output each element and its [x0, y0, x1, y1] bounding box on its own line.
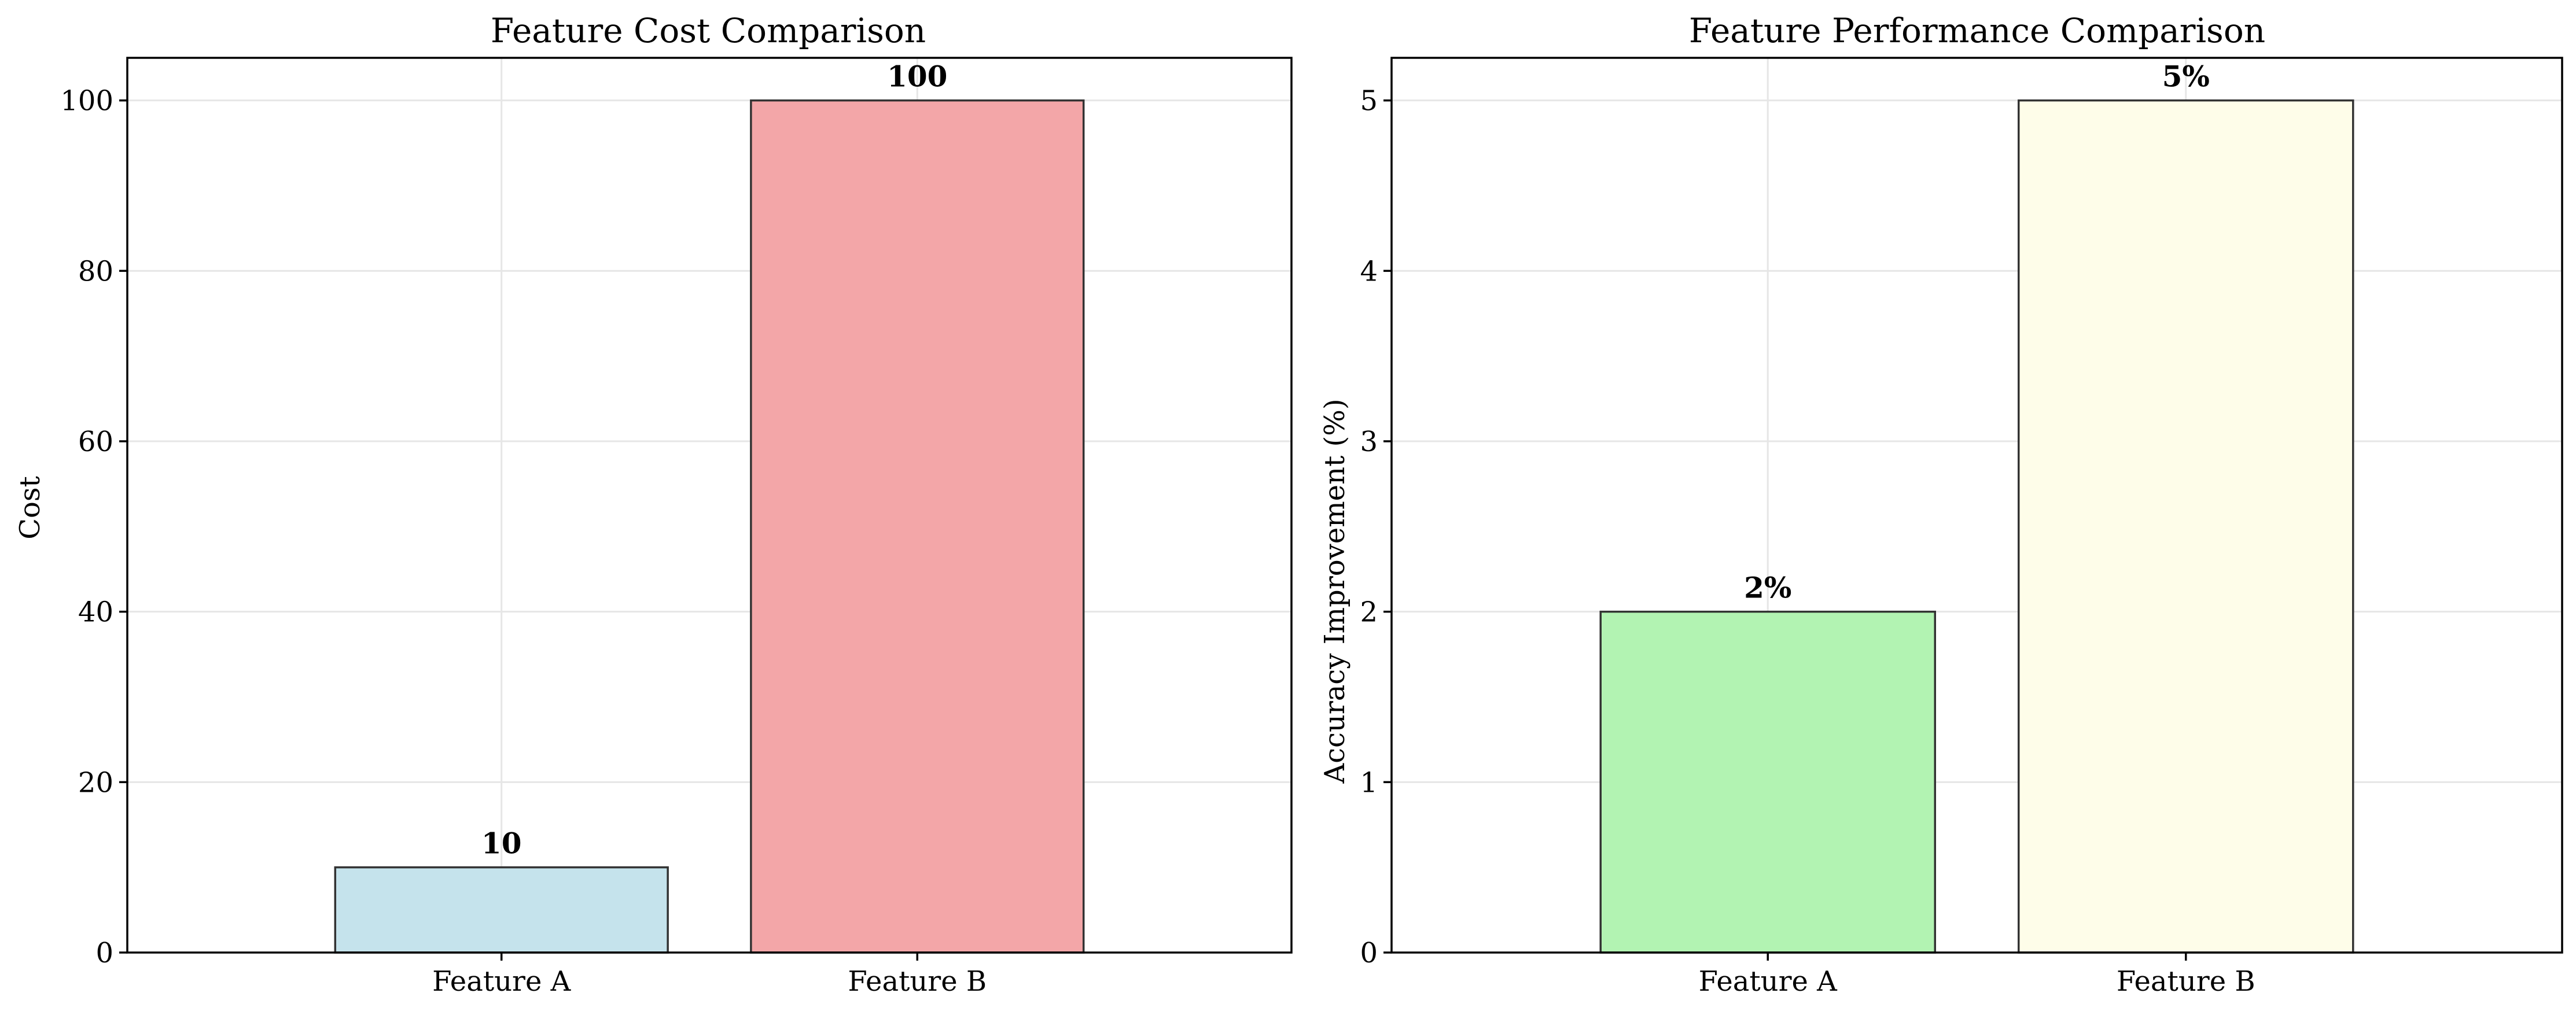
cost-ytick-label: 60 — [78, 426, 113, 458]
cost-bar-2 — [750, 99, 1085, 954]
cost-axes-frame — [126, 57, 1293, 954]
cost-bar-1 — [334, 866, 669, 954]
cost-chart: Feature Cost Comparison Cost 10 100 0 20 40 6… — [14, 11, 1293, 998]
performance-chart-ylabel: Accuracy Improvement (%) — [1319, 398, 1351, 784]
cost-xtick-label: Feature B — [848, 965, 987, 998]
cost-xtick-label: Feature A — [432, 965, 572, 998]
performance-bar-value-label: 2% — [1744, 571, 1791, 605]
cost-ytick-label: 100 — [60, 85, 113, 117]
performance-grid — [1392, 58, 2562, 954]
performance-chart-title: Feature Performance Comparison — [1689, 11, 2265, 50]
performance-bar-value-label: 5% — [2162, 60, 2210, 94]
performance-ytick-label: 5 — [1360, 85, 1378, 117]
cost-ytick-label: 0 — [95, 937, 113, 969]
cost-bar-value-label: 10 — [481, 826, 522, 861]
performance-ytick-label: 1 — [1360, 766, 1378, 799]
performance-bar-2 — [2018, 99, 2354, 954]
cost-ytick-label: 40 — [78, 596, 113, 629]
cost-grid — [127, 58, 1291, 954]
performance-chart: Feature Performance Comparison Accuracy … — [1319, 11, 2563, 998]
performance-ytick-label: 2 — [1360, 596, 1378, 629]
performance-ytick-label: 4 — [1360, 255, 1378, 287]
performance-ytick-label: 0 — [1360, 937, 1378, 969]
cost-chart-title: Feature Cost Comparison — [491, 11, 926, 50]
cost-chart-ylabel: Cost — [14, 476, 46, 540]
cost-ytick-label: 80 — [78, 255, 113, 287]
performance-xtick-label: Feature A — [1699, 965, 1838, 998]
performance-axes-frame — [1390, 57, 2563, 954]
performance-bar-1 — [1599, 610, 1936, 954]
performance-ytick-label: 3 — [1360, 426, 1378, 458]
cost-ytick-label: 20 — [78, 766, 113, 799]
performance-xtick-label: Feature B — [2117, 965, 2255, 998]
cost-bar-value-label: 100 — [887, 60, 947, 94]
